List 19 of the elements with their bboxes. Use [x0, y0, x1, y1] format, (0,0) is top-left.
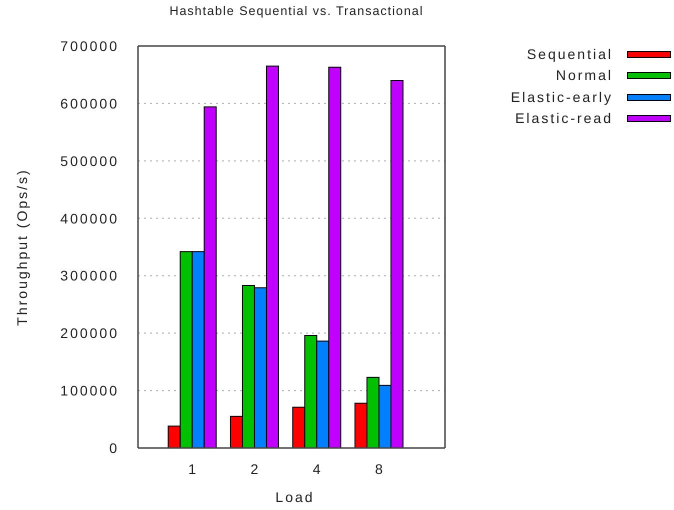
legend-label: Elastic-early — [510, 88, 613, 107]
x-tick-label: 4 — [312, 460, 323, 477]
legend-label: Normal — [556, 66, 613, 86]
y-tick-label: 200000 — [60, 325, 119, 342]
chart-title: Hashtable Sequential vs. Transactional — [168, 4, 425, 18]
y-tick-label: 600000 — [60, 95, 119, 112]
y-tick-label: 500000 — [60, 152, 119, 169]
legend-label: Elastic-read — [515, 108, 613, 128]
y-tick-label: 700000 — [60, 38, 119, 54]
x-tick-label: 1 — [188, 460, 198, 477]
x-tick-label: 8 — [374, 460, 385, 477]
x-axis-title: Load — [274, 489, 316, 505]
y-tick-label: 0 — [109, 440, 119, 456]
y-axis-title: Throughput (Ops/s) — [14, 168, 30, 326]
y-tick-label: 400000 — [60, 210, 119, 226]
legend-label: Sequential — [526, 45, 613, 64]
y-tick-label: 300000 — [60, 268, 119, 284]
y-tick-label: 100000 — [60, 382, 119, 399]
x-tick-label: 2 — [250, 460, 260, 477]
